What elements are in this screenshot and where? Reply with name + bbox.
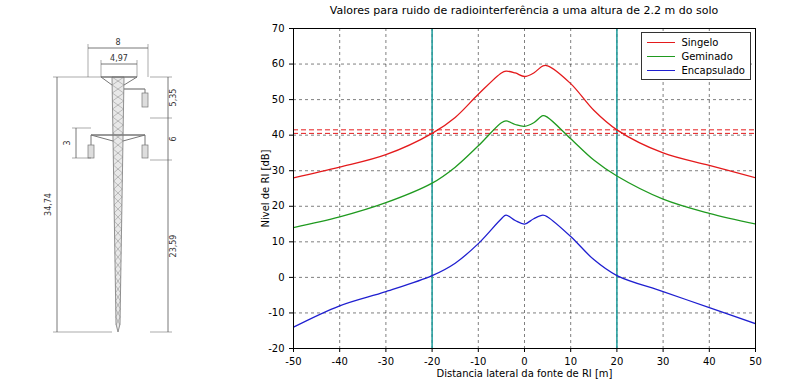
svg-text:3: 3 (63, 140, 72, 145)
svg-text:40: 40 (272, 129, 285, 140)
html-text:Singelo: Singelo (681, 36, 719, 48)
svg-text:10: 10 (564, 356, 577, 367)
svg-text:-10: -10 (268, 307, 284, 318)
svg-text:30: 30 (657, 356, 670, 367)
svg-text:-20: -20 (424, 356, 440, 367)
svg-text:0: 0 (278, 272, 284, 283)
svg-text:34,74: 34,74 (44, 193, 53, 216)
svg-text:-20: -20 (268, 343, 284, 354)
svg-text:50: 50 (749, 356, 762, 367)
svg-text:5,35: 5,35 (169, 89, 178, 107)
svg-text:-40: -40 (332, 356, 348, 367)
svg-text:6: 6 (169, 136, 178, 141)
html-text:Geminado: Geminado (681, 50, 733, 62)
svg-text:0: 0 (521, 356, 527, 367)
svg-text:20: 20 (611, 356, 624, 367)
html-text:Valores para ruido de radioint: Valores para ruido de radiointerferência… (329, 4, 719, 17)
svg-text:-50: -50 (285, 356, 301, 367)
svg-text:-10: -10 (470, 356, 486, 367)
svg-text:23,59: 23,59 (169, 235, 178, 258)
svg-text:60: 60 (272, 58, 285, 69)
svg-text:40: 40 (703, 356, 716, 367)
svg-text:8: 8 (115, 38, 120, 47)
svg-text:Distancia lateral da fonte de: Distancia lateral da fonte de RI [m] (436, 368, 612, 379)
svg-text:20: 20 (272, 200, 285, 211)
svg-text:Nivel de RI [dB]: Nivel de RI [dB] (260, 149, 271, 227)
svg-text:-30: -30 (378, 356, 394, 367)
svg-text:10: 10 (272, 236, 285, 247)
svg-text:70: 70 (272, 23, 285, 34)
svg-text:30: 30 (272, 165, 285, 176)
html-text:Encapsulado: Encapsulado (681, 64, 745, 76)
svg-text:4,97: 4,97 (110, 54, 128, 63)
svg-text:50: 50 (272, 94, 285, 105)
